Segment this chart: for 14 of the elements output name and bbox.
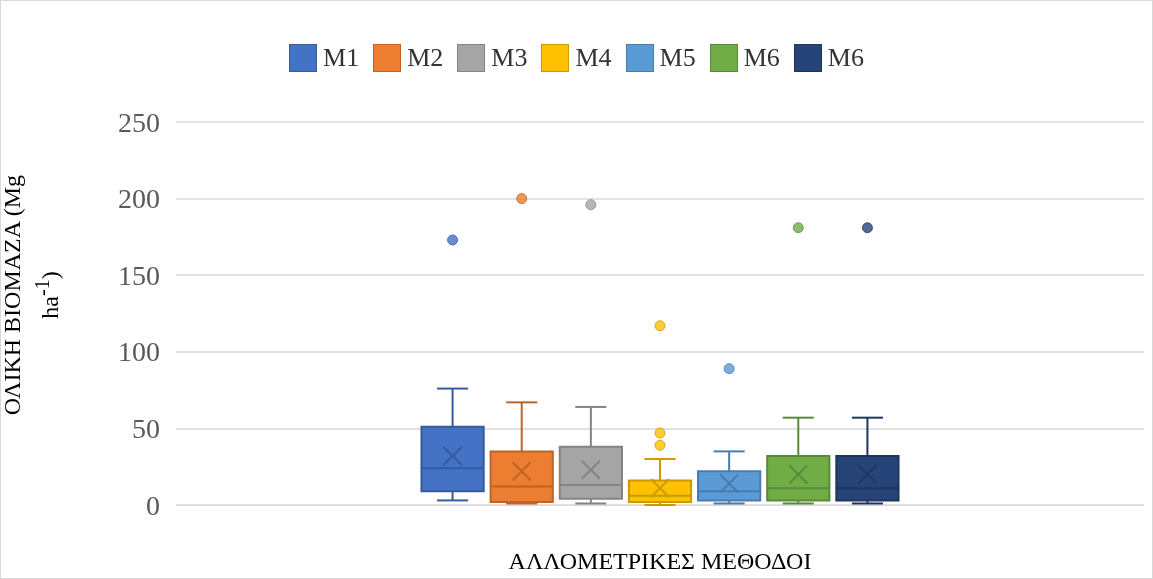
legend-label: M3 xyxy=(491,43,528,73)
y-tick-label: 250 xyxy=(118,106,160,138)
legend-label: M2 xyxy=(407,43,444,73)
y-tick-label: 200 xyxy=(118,183,160,215)
legend-label: M6 xyxy=(743,43,780,73)
legend-label: M1 xyxy=(323,43,360,73)
x-axis-title: ΑΛΛΟΜΕΤΡΙΚΕΣ ΜΕΘΟΔΟΙ xyxy=(508,548,812,574)
y-tick-label: 100 xyxy=(118,336,160,368)
y-tick-label: 50 xyxy=(132,412,160,444)
y-tick-label: 150 xyxy=(118,259,160,291)
legend-label: M4 xyxy=(575,43,612,73)
legend-label: M6 xyxy=(827,43,864,73)
y-tick-label: 0 xyxy=(146,489,160,521)
legend-label: M5 xyxy=(659,43,696,73)
